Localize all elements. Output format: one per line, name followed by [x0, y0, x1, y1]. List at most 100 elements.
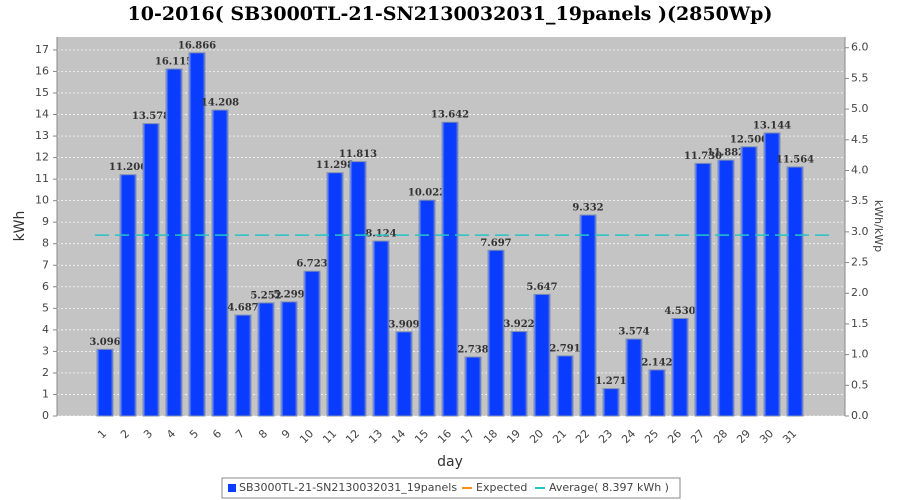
- x-tick-label: 20: [527, 427, 546, 446]
- x-tick-label: 31: [780, 427, 799, 446]
- x-tick-label: 23: [596, 427, 615, 446]
- y-tick-label: 2: [42, 366, 49, 379]
- x-tick-label: 22: [573, 427, 592, 446]
- value-label: 5.252: [250, 290, 281, 301]
- value-label: 13.578: [132, 111, 170, 122]
- y2-tick-label: 1.0: [851, 348, 869, 361]
- value-label: 8.124: [365, 229, 396, 240]
- value-label: 11.206: [109, 162, 147, 173]
- chart-title: 10-2016( SB3000TL-21-SN2130032031_19pane…: [128, 3, 773, 25]
- value-label: 4.530: [664, 306, 695, 317]
- bar: [556, 355, 574, 417]
- x-tick-label: 10: [297, 427, 316, 446]
- y-tick-label: 15: [35, 86, 49, 99]
- x-tick-label: 1: [95, 427, 109, 441]
- legend-label: Expected: [476, 481, 527, 494]
- x-tick-label: 29: [734, 427, 753, 446]
- value-label: 11.882: [707, 148, 745, 159]
- x-tick-label: 9: [279, 427, 293, 441]
- y2-tick-label: 1.5: [851, 317, 869, 330]
- y2-axis-label: kWh/kWp: [872, 200, 885, 252]
- bar: [395, 331, 413, 417]
- x-tick-label: 3: [141, 427, 155, 441]
- value-label: 9.332: [572, 203, 603, 214]
- value-label: 16.866: [178, 40, 216, 51]
- x-tick-label: 27: [688, 427, 707, 446]
- value-label: 3.909: [388, 319, 419, 330]
- x-tick-label: 7: [233, 427, 247, 441]
- y2-tick-label: 4.0: [851, 163, 869, 176]
- value-label: 16.115: [155, 56, 193, 67]
- bar: [303, 270, 321, 417]
- x-tick-label: 17: [458, 427, 477, 446]
- value-label: 12.500: [730, 134, 768, 145]
- value-label: 11.813: [339, 149, 377, 160]
- y2-tick-label: 0.5: [851, 378, 869, 391]
- bar: [257, 302, 275, 417]
- y-tick-label: 0: [42, 409, 49, 422]
- value-label: 6.723: [296, 259, 327, 270]
- y2-tick-label: 5.0: [851, 102, 869, 115]
- value-label: 13.642: [431, 110, 469, 121]
- x-tick-label: 6: [210, 427, 224, 441]
- value-label: 7.697: [480, 238, 511, 249]
- value-label: 5.299: [273, 289, 304, 300]
- value-label: 13.144: [753, 120, 791, 131]
- y-tick-label: 9: [42, 215, 49, 228]
- y-tick-label: 3: [42, 344, 49, 357]
- y-tick-label: 10: [35, 194, 49, 207]
- value-label: 2.738: [457, 345, 488, 356]
- legend-label: Average( 8.397 kWh ): [549, 481, 669, 494]
- x-tick-label: 24: [619, 427, 638, 446]
- bar: [142, 123, 160, 417]
- bar: [671, 317, 689, 417]
- y2-tick-label: 0.0: [851, 409, 869, 422]
- bar: [326, 172, 344, 417]
- y-tick-label: 16: [35, 64, 49, 77]
- value-label: 2.791: [549, 343, 580, 354]
- x-tick-label: 25: [642, 427, 661, 446]
- bar: [740, 146, 758, 417]
- bar: [579, 214, 597, 417]
- x-tick-label: 16: [435, 427, 454, 446]
- value-label: 5.647: [526, 282, 557, 293]
- x-tick-label: 21: [550, 427, 569, 446]
- y-axis-label: kWh: [12, 211, 28, 242]
- legend-swatch: [228, 484, 236, 492]
- y2-tick-label: 5.5: [851, 71, 869, 84]
- y-tick-label: 5: [42, 301, 49, 314]
- value-label: 11.564: [776, 154, 814, 165]
- bar: [418, 199, 436, 417]
- bar: [602, 388, 620, 417]
- y-tick-label: 1: [42, 387, 49, 400]
- bar: [717, 159, 735, 417]
- bar: [211, 109, 229, 417]
- bar: [533, 293, 551, 417]
- x-tick-label: 5: [187, 427, 201, 441]
- y-tick-label: 11: [35, 172, 49, 185]
- value-label: 1.271: [595, 376, 626, 387]
- y-tick-label: 13: [35, 129, 49, 142]
- legend-label: SB3000TL-21-SN2130032031_19panels: [239, 481, 457, 494]
- y2-tick-label: 4.5: [851, 133, 869, 146]
- bar: [188, 52, 206, 417]
- value-label: 11.298: [316, 160, 354, 171]
- value-label: 4.687: [227, 303, 258, 314]
- bar: [280, 301, 298, 417]
- bar: [763, 132, 781, 417]
- x-axis-label: day: [437, 454, 463, 470]
- legend: [221, 477, 681, 499]
- y-tick-label: 12: [35, 151, 49, 164]
- x-tick-label: 13: [366, 427, 385, 446]
- value-label: 11.730: [684, 151, 722, 162]
- bar: [372, 240, 390, 417]
- bar: [487, 249, 505, 417]
- bar: [648, 369, 666, 417]
- value-label: 14.208: [201, 98, 239, 109]
- y2-tick-label: 6.0: [851, 41, 869, 54]
- x-tick-label: 12: [343, 427, 362, 446]
- value-label: 2.142: [641, 357, 672, 368]
- y-tick-label: 4: [42, 323, 49, 336]
- bar: [786, 166, 804, 417]
